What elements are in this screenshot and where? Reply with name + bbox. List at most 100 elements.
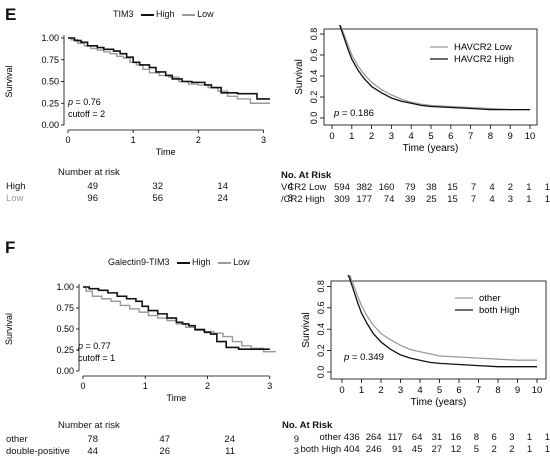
legend-label-low: other [479,293,501,304]
legend-low-swatch [182,13,196,16]
legend-low-label: Low [197,9,214,19]
risk-value: 91 [391,444,403,455]
risk-value: 7 [470,194,477,205]
legend-high-label: High [156,9,175,19]
y-tick-label: 0.4 [316,323,326,336]
y-tick-label: 0.75 [41,55,59,65]
series-line-low [83,286,276,353]
x-tick-label: 2 [196,135,201,145]
risk-value: 1 [544,182,550,193]
risk-group-label: both High 404 [300,444,360,455]
series-line-high [347,275,537,368]
risk-value: 47 [159,434,170,445]
legend-high-swatch [177,261,191,264]
plot-frame [323,28,538,126]
risk-value: 1 [526,432,533,443]
x-tick-label: 2 [369,131,374,142]
x-tick-label: 10 [525,131,536,142]
risk-value: 15 [447,182,458,193]
risk-value: 32 [152,181,163,192]
risk-value: 1 [526,194,532,205]
risk-value: 6 [491,432,497,443]
legend-low-swatch [218,261,232,264]
km-plot-e-right: 0.0 0.2 0.4 0.6 0.8 0 1 2 3 4 5 6 7 8 9 10 Time (years) S… [294,25,538,154]
x-tick-label: 5 [428,131,433,142]
risk-value: 3 [507,194,514,205]
risk-value: 1 [544,194,550,205]
panel-label-f: F [5,238,16,257]
p-value-label: p = 0.77 [77,341,111,351]
x-tick-label: 5 [437,385,442,396]
x-tick-label: 9 [508,131,513,142]
table-row: other 78 47 24 9 [6,434,299,446]
panel-label-e: E [5,5,17,24]
x-tick-label: 6 [456,385,461,396]
legend-label-low: HAVCR2 Low [454,42,512,53]
risk-value: 9 [293,434,299,445]
x-axis-label: Time (years) [403,143,459,154]
x-tick-label: 8 [488,131,493,142]
y-axis-label: Survival [301,312,312,348]
risk-value: 5 [473,444,480,455]
risk-value: 38 [426,182,437,193]
risk-value: 44 [87,446,98,457]
risk-value: 15 [447,194,458,205]
y-tick-label: 0.0 [316,366,326,379]
legend-f-left: Galectin9-TIM3 High Low [108,257,250,267]
risk-value: 45 [411,444,423,455]
risk-value: 1 [544,432,550,443]
risk-group-label: VCR2 Low [281,182,327,193]
x-axis-label: Time [167,393,187,403]
y-tick-label: 0.6 [316,302,326,315]
km-plot-e-left: 0.00 0.25 0.50 0.75 1.00 0 1 2 3 Time Survival p = … [4,33,270,157]
series-line-high [83,286,270,350]
risk-value: 27 [431,444,443,455]
risk-title-f-right: No. At Risk [282,420,333,431]
x-tick-label: 3 [389,131,394,142]
y-tick-label: 0.25 [56,345,74,355]
y-tick-label: 1.00 [41,33,59,43]
x-tick-label: 3 [267,381,272,391]
y-tick-label: 0.6 [309,49,319,62]
risk-value: 594 [334,182,350,193]
x-axis-label: Time [156,147,176,157]
risk-value: 7 [470,182,477,193]
x-tick-label: 0 [65,135,70,145]
y-axis-label: Survival [4,65,14,97]
risk-title-e-left: Number at risk [58,167,120,178]
legend-e-left: TIM3 High Low [113,9,214,19]
y-axis-label: Survival [294,59,305,95]
risk-group-label: Low [6,193,24,204]
x-tick-label: 4 [417,385,422,396]
x-tick-label: 0 [339,385,344,396]
risk-value: 24 [217,193,228,204]
series-line-high [68,37,270,100]
y-tick-label: 0.00 [41,120,59,130]
risk-value: 382 [356,182,373,193]
risk-value: 79 [404,182,416,193]
risk-value: 309 [334,194,350,205]
risk-value: 246 [365,444,382,455]
risk-value: 177 [356,194,373,205]
risk-value: 1 [526,182,532,193]
x-tick-label: 1 [131,135,136,145]
risk-value: 1 [526,444,533,455]
series-line-low [339,25,530,111]
x-tick-label: 1 [359,385,364,396]
x-tick-label: 7 [468,131,473,142]
y-tick-label: 0.2 [316,344,326,357]
risk-value: 4 [489,182,495,193]
table-row: /CR2 High 309 177 74 39 25 15 7 4 3 1 1 [281,194,550,206]
p-value-label: p = 0.349 [343,352,384,363]
risk-table-f-left: other 78 47 24 9 double-positive 44 26 1… [6,434,299,458]
series-line-high [338,25,530,111]
legend-title: Galectin9-TIM3 [108,257,170,267]
legend-high-swatch [141,13,155,16]
risk-group-label: other [6,434,28,445]
y-tick-label: 0.8 [309,28,319,41]
table-row: both High 404 246 91 45 27 12 5 2 2 1 1 [282,444,550,456]
risk-title-e-right: No. At Risk [281,170,332,181]
risk-value: 117 [387,432,403,443]
p-value-label: p = 0.186 [333,108,374,119]
risk-value: 160 [378,182,395,193]
